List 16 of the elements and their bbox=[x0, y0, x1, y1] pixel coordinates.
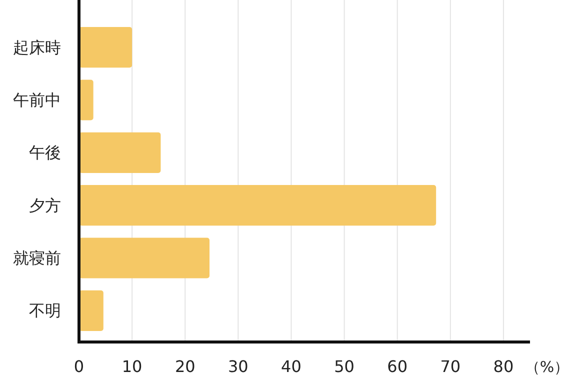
x-tick-label: 70 bbox=[440, 357, 461, 376]
x-tick-label: 0 bbox=[74, 357, 84, 376]
x-tick-label: 60 bbox=[387, 357, 408, 376]
x-tick-label: 10 bbox=[122, 357, 142, 376]
x-tick-label: 40 bbox=[281, 357, 302, 376]
y-tick-label: 午後 bbox=[29, 143, 61, 162]
x-tick-label: 50 bbox=[334, 357, 354, 376]
y-tick-label: 不明 bbox=[29, 301, 61, 320]
x-tick-label: 30 bbox=[228, 357, 248, 376]
y-tick-label: 午前中 bbox=[13, 90, 61, 110]
x-axis-title: （%） bbox=[524, 358, 564, 376]
y-tick-label: 起床時 bbox=[13, 38, 61, 57]
x-tick-label: 80 bbox=[493, 357, 514, 376]
x-tick-label: 20 bbox=[174, 357, 196, 376]
y-tick-label: 就寝前 bbox=[13, 248, 61, 268]
y-tick-label: 夕方 bbox=[29, 196, 61, 215]
